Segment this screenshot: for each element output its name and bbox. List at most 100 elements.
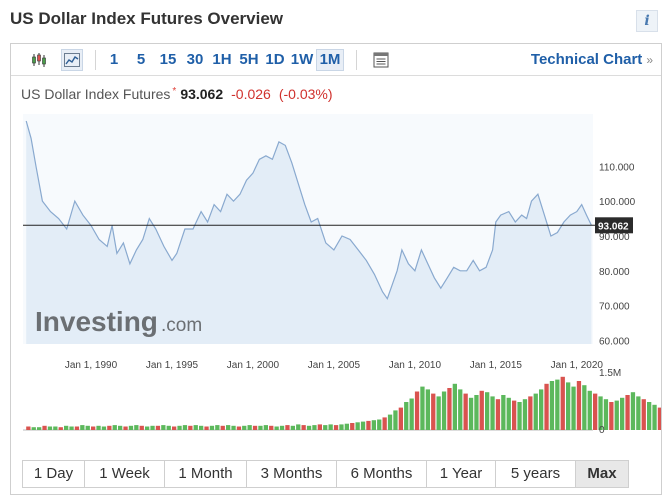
instrument-name: US Dollar Index Futures [21,86,171,102]
volume-bar [166,425,171,430]
volume-bar [306,425,312,430]
volume-bar [301,425,306,430]
volume-bar [118,425,123,430]
price-chart[interactable]: 110.000 100.000 90.000 80.000 70.000 60.000 93… [11,44,661,454]
volume-bar [620,397,625,430]
volume-bar [447,388,452,430]
volume-bar [47,426,53,430]
volume-bar [630,392,636,430]
volume-bar [26,426,31,430]
interval-5h[interactable]: 5H [239,51,259,68]
volume-bar [582,385,587,430]
interval-30[interactable]: 30 [186,51,204,68]
area-chart-icon[interactable] [61,49,83,71]
volume-bar [64,425,69,430]
volume-bar [409,398,414,430]
volume-bar [236,426,242,430]
volume-bar [145,426,150,430]
interval-1[interactable]: 1 [109,51,119,68]
volume-bar [53,426,58,430]
range-1-week[interactable]: 1 Week [85,461,165,487]
volume-bar [161,425,166,430]
range-1-month[interactable]: 1 Month [165,461,247,487]
range-3-months[interactable]: 3 Months [247,461,337,487]
volume-bar [468,397,474,430]
volume-bar [258,425,263,430]
candlestick-icon[interactable] [28,49,50,71]
volume-bar [355,422,360,430]
volume-bar [647,402,652,430]
range-5-years[interactable]: 5 years [496,461,576,487]
interval-1m[interactable]: 1M [316,49,344,71]
volume-bar [404,402,409,430]
volume-bar [382,417,387,430]
volume-bar [657,407,661,430]
volume-bar [317,424,322,430]
volume-bar [495,399,501,430]
volume-bar [155,425,161,430]
technical-chart-label: Technical Chart [530,51,643,68]
technical-chart-link[interactable]: Technical Chart» [531,51,653,68]
volume-bar [506,397,511,430]
interval-1d[interactable]: 1D [265,51,285,68]
info-icon[interactable]: i [636,10,658,32]
volume-bar [193,425,198,430]
volume-bar [549,381,555,430]
price-change: -0.026 [231,86,271,102]
y-tick-label: 90.000 [599,232,630,243]
volume-bar [188,425,193,430]
volume-bar [474,395,479,430]
page-title: US Dollar Index Futures Overview [10,9,284,28]
volume-bar [512,400,517,430]
volume-bar [85,425,90,430]
volume-bar [528,396,533,430]
volume-bar [150,425,155,430]
range-1-day[interactable]: 1 Day [23,461,85,487]
volume-bar [566,382,571,430]
x-tick-label: Jan 1, 2005 [308,360,361,371]
volume-bar [555,379,560,430]
range-6-months[interactable]: 6 Months [337,461,427,487]
interval-1w[interactable]: 1W [290,51,314,68]
volume-bar [139,425,144,430]
y-tick-label: 80.000 [599,267,630,278]
volume-bar [279,425,285,430]
settings-icon[interactable] [370,49,392,71]
volume-bar [182,425,188,430]
volume-bar [452,383,457,430]
volume-bar [522,399,528,430]
volume-bar [172,426,177,430]
interval-15[interactable]: 15 [159,51,177,68]
volume-bar [431,393,436,430]
volume-bar [74,426,80,430]
volume-bar [312,425,317,430]
volume-bar [571,386,576,430]
interval-1h[interactable]: 1H [212,51,232,68]
volume-bar [344,423,349,430]
volume-bar [501,395,506,430]
volume-bar [134,425,139,430]
volume-bar [58,427,63,430]
quote-line: US Dollar Index Futures * 93.062 -0.026 (-0.… [21,86,333,102]
volume-bar [360,421,366,430]
y-tick-label: 100.000 [599,197,636,208]
volume-bar [252,425,258,430]
current-price-tag [595,217,633,234]
x-tick-label: Jan 1, 1990 [65,360,118,371]
volume-bar [112,425,117,430]
range-1-year[interactable]: 1 Year [427,461,496,487]
volume-bar [463,393,468,430]
price-change-percent: (-0.03%) [278,86,333,102]
volume-bar [366,420,371,430]
volume-bar [69,426,74,430]
volume-bar [420,386,425,430]
volume-bar [226,425,231,430]
volume-bar [371,420,376,430]
volume-bar [598,396,603,430]
range-max[interactable]: Max [576,461,628,487]
last-price: 93.062 [180,86,224,102]
volume-bar [517,402,522,430]
volume-bar [247,425,252,430]
interval-5[interactable]: 5 [136,51,146,68]
volume-bar [533,393,538,430]
